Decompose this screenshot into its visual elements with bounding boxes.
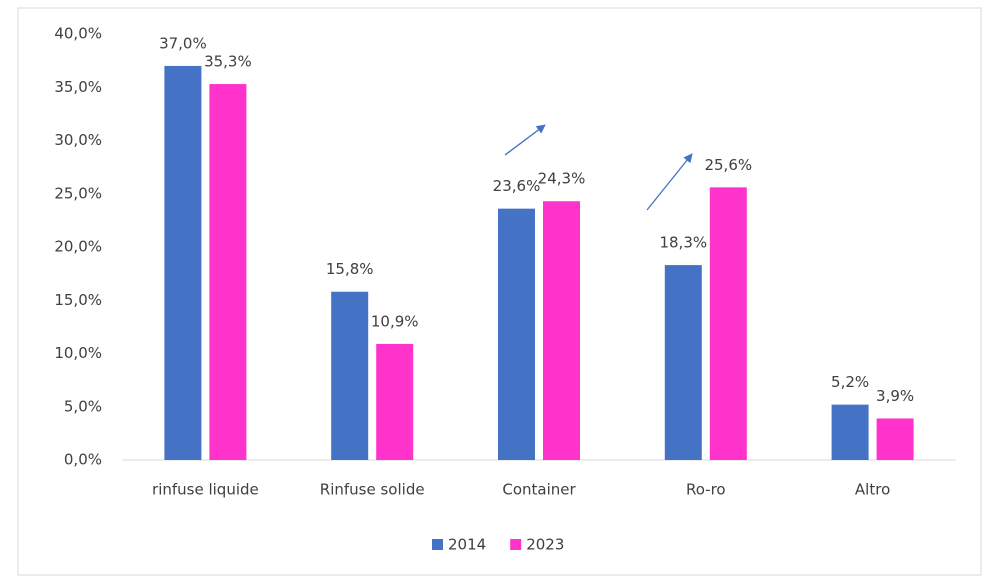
bar [664,265,702,460]
y-tick-label: 40,0% [54,25,102,43]
x-tick-label: Ro-ro [686,481,726,499]
value-label: 3,9% [876,387,914,405]
value-label: 15,8% [326,260,374,278]
legend-label: 2014 [448,536,486,554]
y-tick-label: 35,0% [54,78,102,96]
bar [709,187,747,461]
y-tick-label: 15,0% [54,291,102,309]
legend-swatch [510,539,522,550]
x-tick-label: Rinfuse solide [320,481,425,499]
y-tick-label: 30,0% [54,131,102,149]
value-label: 24,3% [538,170,586,188]
legend-label: 2023 [526,536,564,554]
value-label: 37,0% [159,34,207,52]
bar [831,404,869,460]
value-label: 23,6% [493,177,541,195]
x-tick-label: Container [502,481,576,499]
bar [164,65,202,460]
value-label: 10,9% [371,312,419,330]
bar [209,84,247,461]
bar [376,343,414,460]
value-label: 18,3% [659,234,707,252]
arrow [646,153,693,211]
value-label: 25,6% [704,156,752,174]
y-tick-label: 10,0% [54,344,102,362]
y-tick-label: 20,0% [54,238,102,256]
y-tick-label: 0,0% [64,451,102,469]
legend-swatch [432,539,443,550]
bar [331,291,369,460]
arrow [504,124,546,156]
y-tick-label: 25,0% [54,184,102,202]
bar [498,208,535,460]
bar [543,201,580,460]
bar [876,418,914,460]
y-tick-label: 5,0% [64,397,102,415]
x-tick-label: rinfuse liquide [152,481,259,499]
value-label: 5,2% [831,373,869,391]
x-tick-label: Altro [855,481,890,499]
value-label: 35,3% [204,53,252,71]
